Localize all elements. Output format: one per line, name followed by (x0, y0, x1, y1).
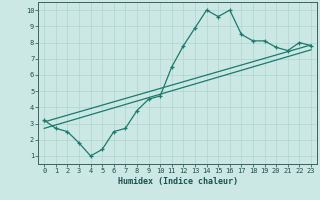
X-axis label: Humidex (Indice chaleur): Humidex (Indice chaleur) (118, 177, 238, 186)
